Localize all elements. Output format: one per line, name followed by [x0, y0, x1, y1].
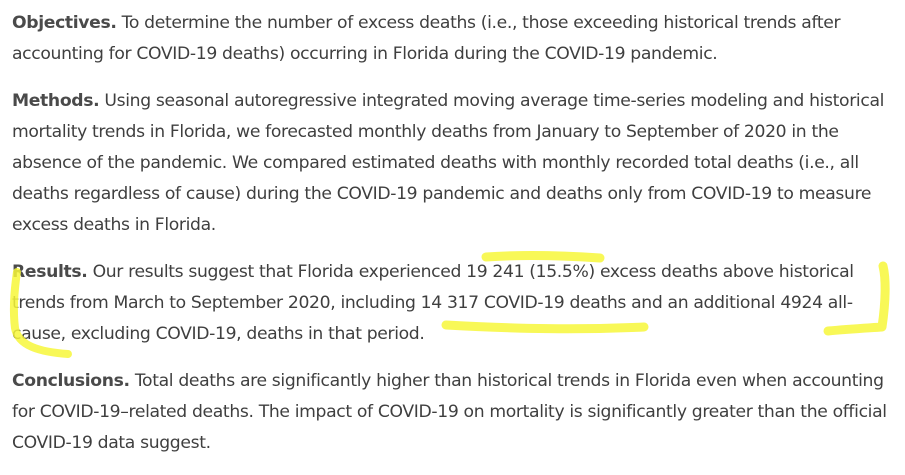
methods-text: Using seasonal autoregressive integrated… [12, 91, 885, 235]
objectives-label: Objectives. [12, 13, 117, 33]
results-label: Results. [12, 262, 88, 282]
conclusions-label: Conclusions. [12, 371, 130, 391]
results-section: Results. Our results suggest that Florid… [12, 257, 902, 350]
methods-label: Methods. [12, 91, 100, 111]
objectives-section: Objectives. To determine the number of e… [12, 8, 902, 70]
abstract-body: Objectives. To determine the number of e… [12, 8, 902, 475]
results-text: Our results suggest that Florida experie… [12, 262, 854, 344]
conclusions-text: Total deaths are significantly higher th… [12, 371, 887, 453]
objectives-text: To determine the number of excess deaths… [12, 13, 841, 64]
conclusions-section: Conclusions. Total deaths are significan… [12, 366, 902, 459]
methods-section: Methods. Using seasonal autoregressive i… [12, 86, 902, 241]
